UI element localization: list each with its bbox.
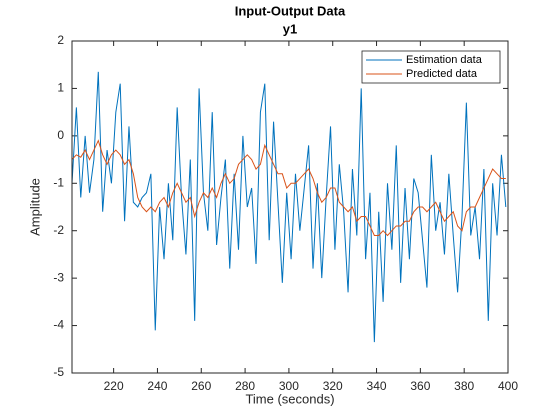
x-tick-label: 320 — [323, 379, 343, 393]
chart-title: Input-Output Data — [235, 3, 346, 18]
y-tick-label: -4 — [53, 318, 64, 332]
y-tick-label: -2 — [53, 223, 64, 237]
x-tick-label: 280 — [235, 379, 255, 393]
y-tick-label: -1 — [53, 175, 64, 189]
axes-box — [71, 40, 509, 374]
x-tick-label: 340 — [367, 379, 387, 393]
x-tick-label: 380 — [454, 379, 474, 393]
y-tick-label: -3 — [53, 270, 64, 284]
x-tick-label: 300 — [279, 379, 299, 393]
x-tick-label: 360 — [410, 379, 430, 393]
y-tick-label: 2 — [57, 33, 64, 47]
x-tick-label: 240 — [147, 379, 167, 393]
x-axis-label: Time (seconds) — [245, 391, 334, 406]
legend-label: Predicted data — [406, 68, 478, 80]
series-line — [71, 139, 506, 237]
chart-subtitle: y1 — [283, 21, 297, 36]
y-axis-label: Amplitude — [27, 178, 42, 236]
y-tick-label: -5 — [53, 365, 64, 379]
x-tick-label: 260 — [191, 379, 211, 393]
x-tick-label: 400 — [498, 379, 518, 393]
legend-label: Estimation data — [406, 54, 483, 66]
legend-box — [361, 50, 501, 84]
y-tick-label: 1 — [57, 81, 64, 95]
series-line — [71, 71, 507, 343]
x-tick-label: 220 — [104, 379, 124, 393]
y-tick-label: 0 — [57, 128, 64, 142]
